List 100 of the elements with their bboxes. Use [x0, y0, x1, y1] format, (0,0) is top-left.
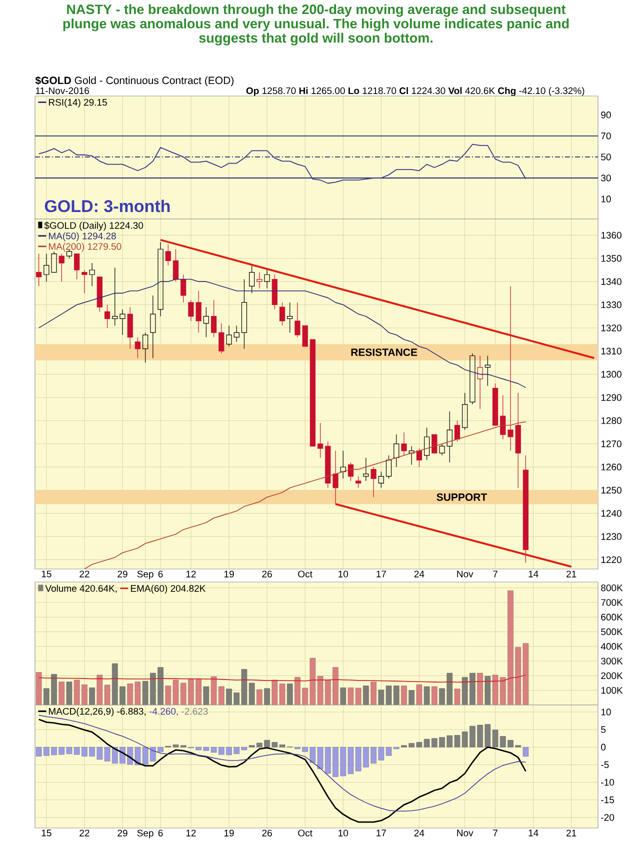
bar — [66, 682, 72, 706]
bar — [256, 689, 262, 706]
x-tick-label: 14 — [528, 830, 538, 836]
y-tick-label: 600K — [601, 614, 623, 621]
bar — [416, 684, 422, 706]
y-tick-label: 1290 — [601, 394, 622, 401]
candlestick — [408, 446, 414, 465]
legend-label: EMA(60) 204.82K — [130, 584, 206, 594]
x-tick-label: 6 — [158, 570, 163, 578]
candlestick — [394, 434, 400, 468]
x-tick-label: Oct — [298, 570, 312, 578]
bar — [36, 672, 42, 706]
chart-title: GOLD: 3-month — [44, 200, 170, 212]
x-tick-label: 10 — [338, 830, 348, 836]
bar — [401, 686, 407, 706]
bar — [370, 682, 376, 706]
bar — [264, 688, 270, 706]
x-tick-label: 22 — [80, 830, 90, 836]
x-tick-label: 19 — [224, 830, 234, 836]
y-tick-label: 1320 — [601, 324, 622, 332]
x-tick-label: 24 — [414, 830, 424, 836]
x-tick-label: 6 — [158, 830, 163, 836]
x-tick-label: 21 — [566, 830, 576, 836]
y-tick-label: -15 — [601, 796, 614, 804]
candlestick — [484, 355, 490, 386]
candlestick — [462, 392, 468, 430]
x-tick-label: Sep — [137, 830, 154, 838]
candlestick — [150, 295, 156, 358]
x-tick-label: 17 — [376, 830, 386, 836]
candlestick — [134, 336, 141, 358]
candlestick — [470, 353, 476, 405]
candlestick — [340, 450, 346, 479]
bar — [89, 688, 95, 706]
candlestick — [378, 471, 384, 488]
y-tick-label: 1220 — [601, 556, 622, 564]
x-tick-label: Nov — [457, 830, 474, 836]
y-tick-label: 10 — [601, 708, 611, 716]
x-tick-label: 7 — [493, 830, 498, 836]
y-tick-label: 700K — [601, 599, 623, 606]
x-tick-label: 29 — [118, 570, 128, 578]
y-tick-label: 1360 — [601, 232, 622, 239]
candlestick — [241, 278, 248, 350]
candlestick — [44, 253, 50, 282]
candlestick — [36, 253, 42, 287]
bar — [477, 672, 483, 706]
legend-label: RSI(14) 29.15 — [48, 98, 107, 108]
candlestick — [256, 272, 262, 289]
x-tick-label: 26 — [262, 830, 272, 836]
y-tick-label: 1350 — [601, 255, 622, 262]
bar — [424, 686, 430, 706]
x-tick-label: 21 — [566, 570, 576, 578]
y-tick-label: 1310 — [601, 348, 622, 354]
y-tick-label: 800K — [601, 584, 623, 592]
x-tick-label: 19 — [224, 570, 234, 578]
bar — [203, 686, 210, 706]
y-tick-label: 1280 — [601, 417, 622, 424]
candlestick — [363, 457, 369, 482]
x-tick-label: 26 — [262, 570, 272, 578]
y-tick-label: 100K — [601, 686, 623, 694]
text: 11-Nov-2016 — [36, 87, 89, 94]
text: -4.260, — [149, 708, 178, 716]
legend-label: $GOLD (Daily) 1224.30 — [44, 222, 144, 231]
bar — [58, 682, 65, 706]
chart-subtitle: $GOLD Gold - Continuous Contract (EOD) — [35, 76, 234, 86]
bar — [340, 688, 346, 706]
x-tick-label: Oct — [298, 830, 312, 836]
x-tick-label: 15 — [42, 570, 52, 578]
bar — [408, 690, 414, 706]
legend-label: MA(50) 1294.28 — [48, 232, 116, 242]
y-tick-label: 500K — [601, 628, 623, 636]
y-tick-label: 1250 — [601, 486, 622, 494]
y-tick-label: 200K — [601, 672, 623, 680]
y-tick-label: 50 — [601, 154, 611, 160]
candlestick — [287, 302, 293, 333]
candlestick — [386, 455, 392, 479]
candlestick — [82, 270, 88, 294]
y-tick-label: -5 — [601, 761, 609, 768]
text: Op 1258.70 Hi 1265.00 Lo 1218.70 Cl 1224.30 Vol 420.6K Chg -42.10 (-3.32%) — [246, 87, 584, 96]
y-tick-label: 5 — [601, 726, 606, 733]
x-tick-label: 24 — [414, 570, 424, 578]
y-tick-label: -10 — [601, 778, 614, 786]
candlestick — [249, 265, 255, 294]
candlestick — [317, 422, 324, 458]
y-tick-label: 10 — [601, 196, 611, 202]
x-tick-label: 12 — [186, 570, 196, 578]
candlestick — [424, 427, 430, 460]
candlestick — [439, 444, 445, 456]
bar — [286, 684, 293, 706]
legend-label: -2.623 — [182, 708, 208, 715]
x-tick-label: 22 — [80, 570, 90, 578]
candlestick — [158, 242, 164, 317]
candlestick — [370, 466, 376, 498]
y-tick-label: 1330 — [601, 301, 622, 308]
y-tick-label: 70 — [601, 132, 611, 140]
y-tick-label: -20 — [601, 814, 614, 821]
bar — [454, 688, 460, 706]
band-label: RESISTANCE — [351, 348, 418, 356]
y-tick-label: 300K — [601, 658, 623, 664]
x-tick-label: Sep — [137, 570, 154, 580]
bar — [432, 686, 438, 706]
